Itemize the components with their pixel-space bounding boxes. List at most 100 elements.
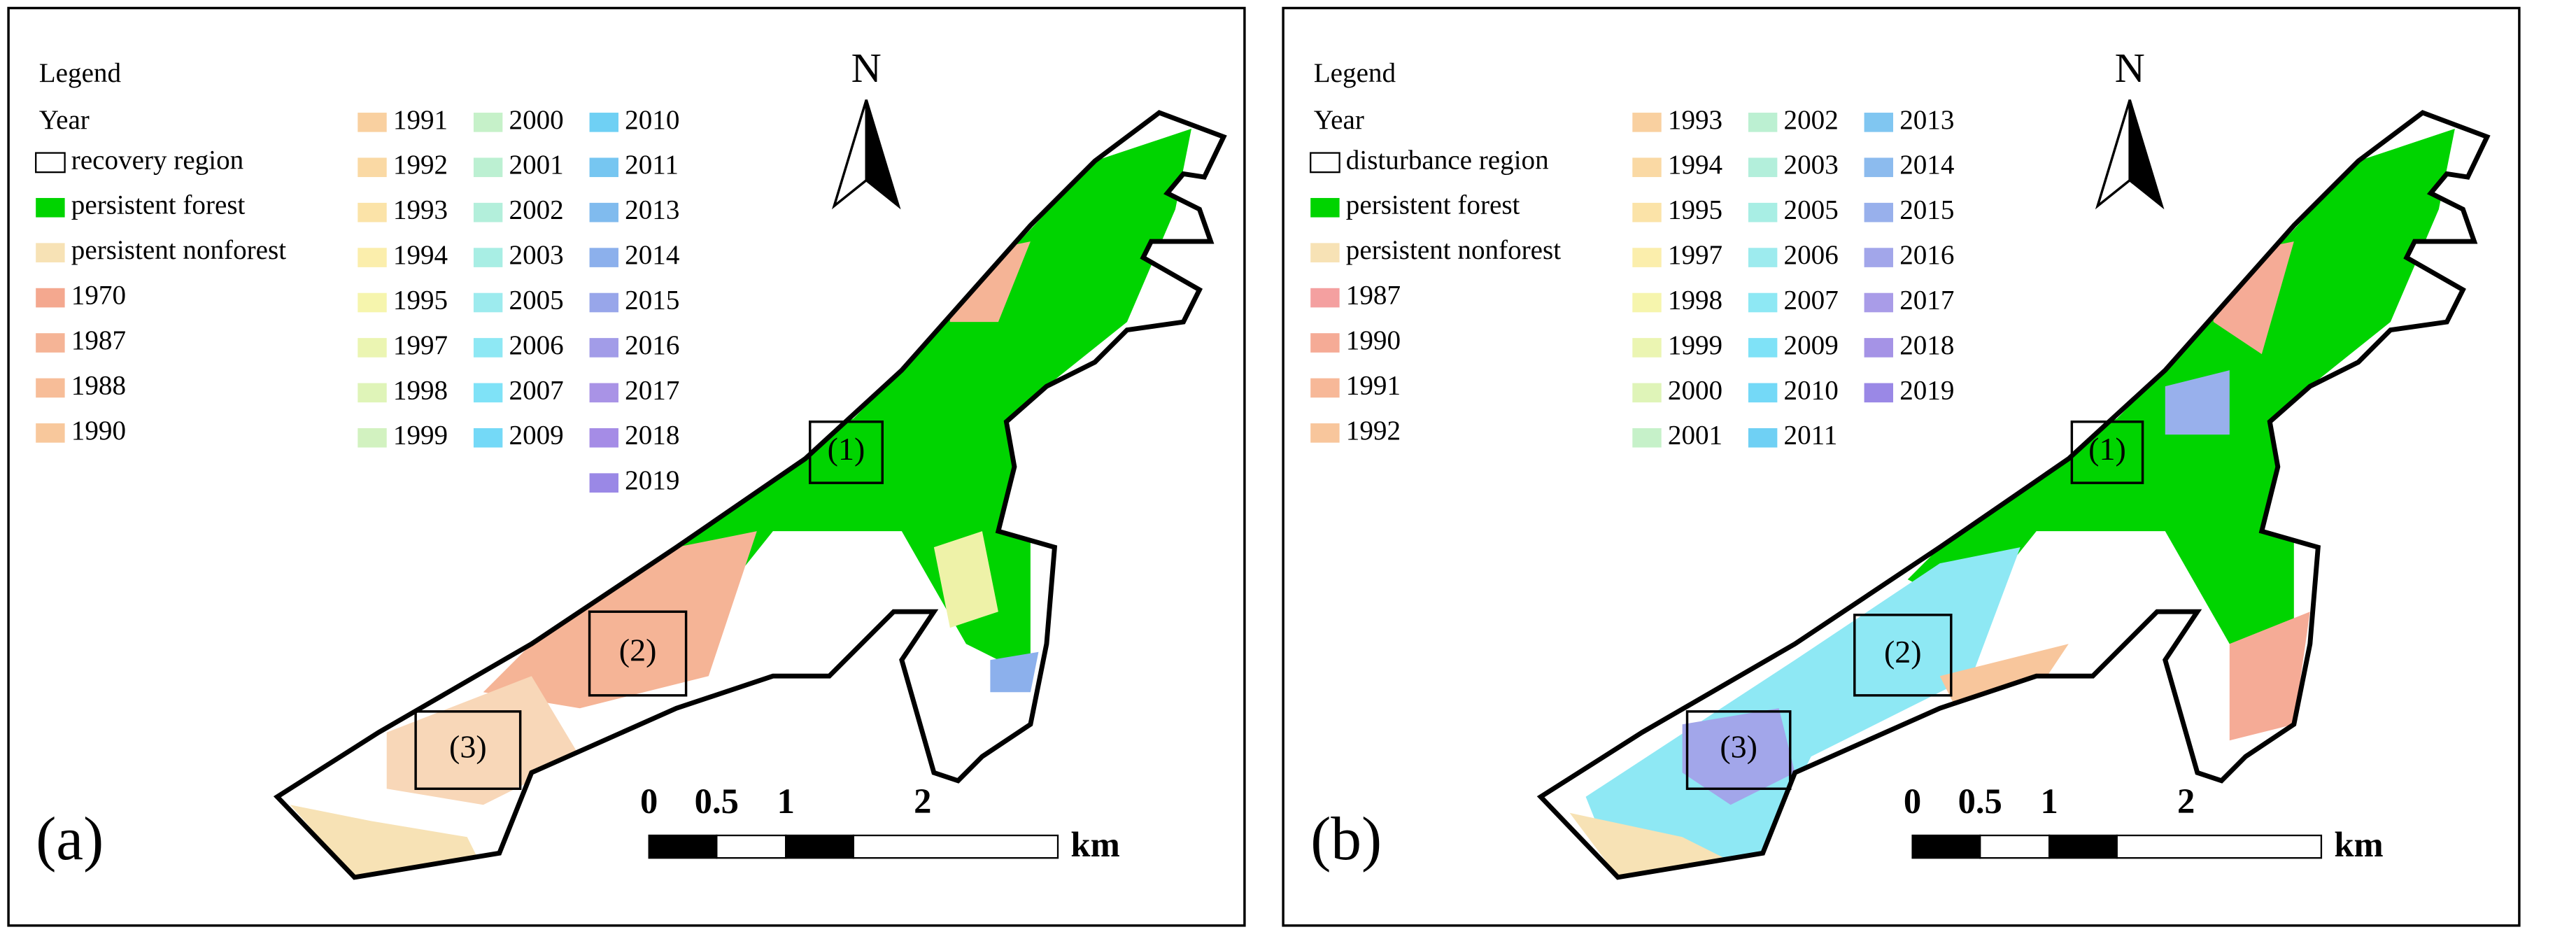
legend-label: persistent nonforest [1346, 235, 1561, 265]
inset-box [1685, 710, 1792, 790]
legend-swatch [1748, 383, 1778, 403]
legend-label: 2011 [1784, 421, 1838, 451]
map-patch [483, 531, 757, 709]
legend-label: 2007 [509, 375, 564, 405]
legend-label: 2013 [1899, 105, 1954, 135]
legend-title: Legend [39, 58, 122, 88]
legend-swatch [1632, 338, 1662, 358]
legend-label: 1999 [1668, 330, 1722, 360]
legend-swatch [1632, 202, 1662, 223]
legend-swatch [589, 157, 618, 178]
map-patch [644, 129, 1191, 677]
north-arrow-left [2095, 99, 2131, 210]
legend-label: 1987 [71, 325, 126, 355]
north-arrow-left [831, 99, 868, 210]
legend-swatch [358, 248, 387, 267]
scale-label: 0.5 [1958, 782, 2002, 821]
legend-swatch [358, 428, 387, 448]
scale-segment [852, 834, 1059, 859]
scale-label: 0 [1904, 782, 1921, 821]
legend-swatch [36, 243, 65, 262]
legend-label: 2001 [509, 150, 564, 180]
inset-box [414, 710, 522, 790]
scale-segment [716, 834, 787, 859]
legend-label: 1991 [1346, 370, 1401, 400]
legend-swatch [473, 428, 503, 448]
legend-swatch [473, 248, 503, 267]
north-arrow-right [865, 99, 901, 210]
legend-swatch [1310, 288, 1340, 308]
legend-label: 1993 [1668, 105, 1722, 135]
legend-label: 2018 [625, 421, 679, 451]
legend-swatch [36, 197, 65, 218]
legend-label: 2006 [1784, 240, 1839, 270]
inset-label: (1) [2088, 431, 2126, 467]
map-patch [990, 651, 1039, 693]
legend-swatch [36, 423, 65, 443]
legend-label: 2017 [625, 375, 679, 405]
legend-swatch [1310, 333, 1340, 353]
legend-label: 2010 [625, 105, 679, 135]
legend-swatch [1310, 197, 1340, 218]
legend-swatch [1748, 338, 1778, 358]
legend-swatch [1748, 157, 1778, 178]
legend-label: 1990 [1346, 325, 1401, 355]
legend-swatch [1632, 157, 1662, 178]
legend-label: 1987 [1346, 281, 1401, 311]
legend-swatch [473, 383, 503, 403]
legend-label: 2003 [1784, 150, 1839, 180]
panel: Legend Year disturbance region persistent f… [1282, 6, 2521, 927]
legend-title: Legend [1314, 58, 1396, 88]
map-patch [933, 531, 998, 628]
legend-label: 2016 [1899, 240, 1954, 270]
scale-segment [1979, 834, 2051, 859]
legend-label: 1997 [1668, 240, 1722, 270]
legend-label: 2016 [625, 330, 679, 360]
panel-frame [7, 6, 1246, 927]
legend-label: 1994 [393, 240, 448, 270]
legend-swatch [1864, 113, 1893, 132]
panel-frame [1282, 6, 2521, 927]
legend-swatch [1310, 378, 1340, 398]
legend-swatch [1864, 248, 1893, 267]
legend-swatch [1864, 292, 1893, 313]
legend-swatch [1310, 152, 1340, 174]
legend-swatch [36, 333, 65, 353]
legend-label: 2002 [509, 195, 564, 225]
map-patch [1585, 547, 2021, 877]
inset-label: (2) [619, 633, 657, 668]
legend-swatch [1748, 292, 1778, 313]
legend-label: 2002 [1784, 105, 1839, 135]
map [1536, 110, 2491, 880]
legend-label: 2007 [1784, 285, 1839, 315]
legend-swatch [1864, 338, 1893, 358]
legend-swatch [1632, 428, 1662, 448]
legend-swatch [589, 473, 618, 493]
legend-label: 2017 [1899, 285, 1954, 315]
legend-swatch [358, 113, 387, 132]
legend-label: 2018 [1899, 330, 1954, 360]
inset-box [588, 610, 688, 697]
legend-swatch [1748, 428, 1778, 448]
legend-label: 2005 [509, 285, 564, 315]
legend-swatch [358, 202, 387, 223]
legend-label: 1970 [71, 281, 126, 311]
legend-label: 1994 [1668, 150, 1722, 180]
legend-swatch [1632, 113, 1662, 132]
legend-label: 2009 [509, 421, 564, 451]
legend-label: 2014 [625, 240, 679, 270]
legend-swatch [589, 383, 618, 403]
legend-label: disturbance region [1346, 145, 1549, 175]
legend-swatch [1310, 243, 1340, 262]
north-label: N [2115, 45, 2145, 91]
legend-label: persistent nonforest [71, 235, 286, 265]
legend-swatch [473, 157, 503, 178]
legend-swatch [358, 157, 387, 178]
legend-label: 2013 [625, 195, 679, 225]
inset-label: (3) [449, 729, 487, 765]
legend-swatch [473, 292, 503, 313]
panel-label: (a) [36, 805, 104, 873]
scale-unit: km [2334, 825, 2383, 864]
legend-label: 1998 [393, 375, 448, 405]
